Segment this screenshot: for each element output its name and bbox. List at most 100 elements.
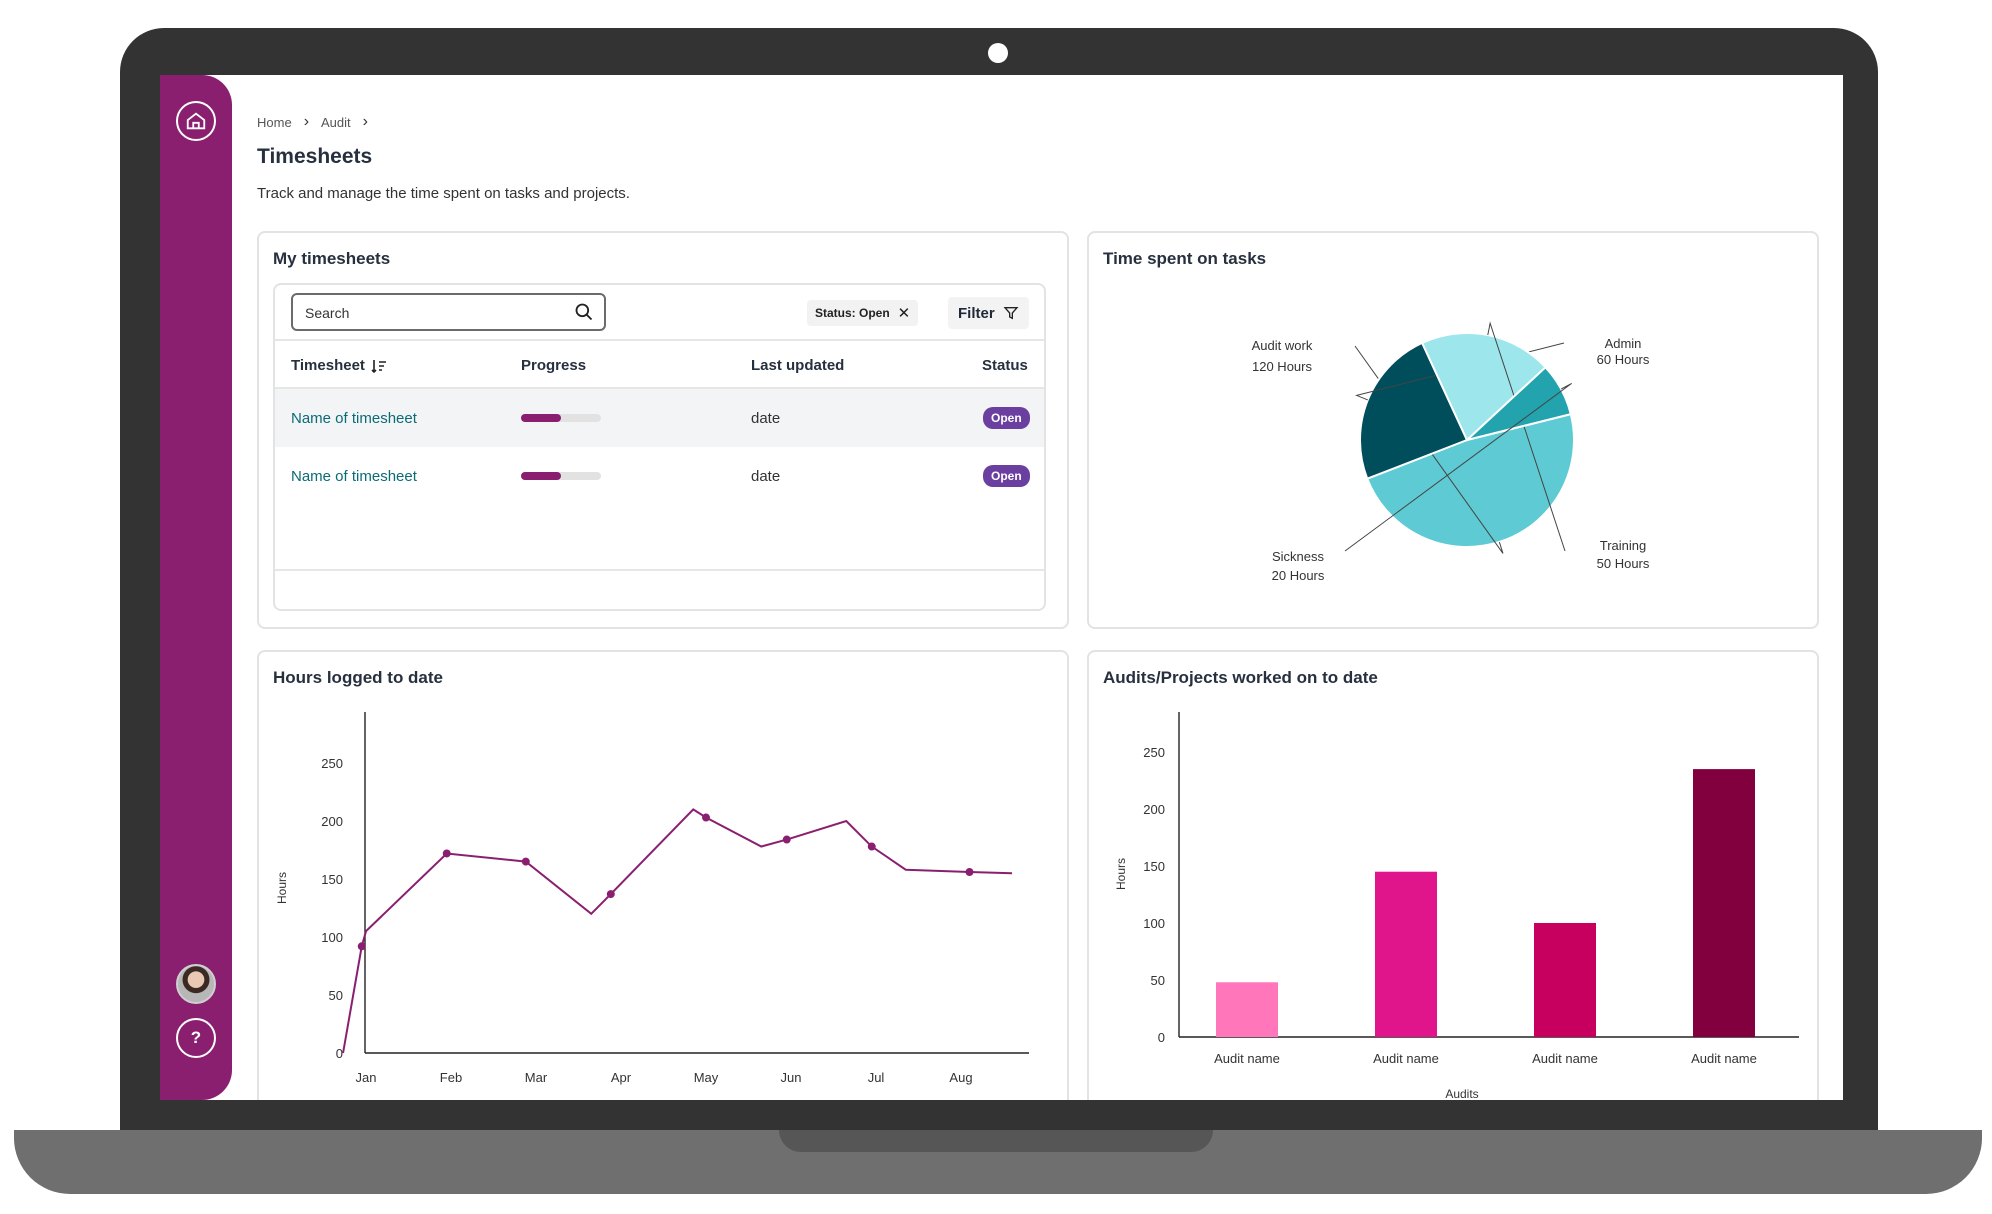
x-tick-label: Audit name	[1373, 1051, 1439, 1066]
pie-value-label: 120 Hours	[1252, 359, 1312, 374]
filter-icon	[1003, 307, 1019, 320]
pie-slice	[1466, 365, 1573, 441]
y-tick-label: 50	[329, 988, 343, 1003]
card-title: Hours logged to date	[273, 668, 443, 687]
pie-label: Sickness	[1272, 549, 1325, 564]
search-box	[291, 293, 606, 331]
card-title: Audits/Projects worked on to date	[1103, 668, 1378, 687]
pie-leader-line	[1344, 382, 1572, 552]
pie-value-label: 20 Hours	[1272, 568, 1325, 583]
bar	[1534, 923, 1596, 1037]
bar-chart: 0 50 100 150 200 250 Audit name Audit name Audit…	[1114, 712, 1799, 1100]
help-button[interactable]: ?	[176, 1018, 216, 1058]
x-axis-label: Months	[664, 1099, 703, 1100]
avatar[interactable]	[176, 964, 216, 1004]
data-point	[782, 835, 791, 844]
card-title: My timesheets	[273, 249, 391, 268]
card-title: Time spent on tasks	[1103, 249, 1267, 268]
y-tick-label: 0	[1158, 1030, 1165, 1045]
hours-logged-card: Hours logged to date 0 50 100 150 200 250 Jan F…	[257, 650, 1069, 1100]
camera-dot	[988, 43, 1008, 63]
column-header-label: Timesheet	[291, 357, 365, 374]
table-row[interactable]: Name of timesheet date Open	[275, 389, 1044, 447]
series-line	[342, 808, 1013, 1054]
filter-label: Filter	[958, 304, 995, 322]
x-tick-label: Jun	[781, 1070, 802, 1085]
x-tick-label: Mar	[525, 1070, 548, 1085]
time-spent-card: Time spent on tasks Audit work 120 Hours A…	[1087, 231, 1819, 629]
x-tick-label: Jul	[868, 1070, 885, 1085]
home-icon	[186, 112, 206, 130]
pie-label: Audit work	[1252, 338, 1313, 353]
y-tick-label: 150	[321, 872, 343, 887]
filter-button[interactable]: Filter	[948, 297, 1029, 329]
x-tick-label: May	[694, 1070, 719, 1085]
bar	[1216, 982, 1278, 1037]
y-axis-label: Hours	[275, 872, 289, 904]
y-tick-label: 0	[336, 1046, 343, 1061]
filter-chip-label: Status: Open	[815, 306, 890, 320]
pie-value-label: 60 Hours	[1597, 352, 1650, 367]
chevron-right-icon: ›	[362, 113, 368, 130]
pie-label: Admin	[1605, 336, 1642, 351]
sidebar: ?	[160, 75, 232, 1100]
pie-slice	[1359, 341, 1469, 480]
app-screen: ? Home › Audit › Timesheets Track and ma…	[160, 75, 1843, 1100]
y-tick-label: 250	[1143, 745, 1165, 760]
x-tick-label: Audit name	[1214, 1051, 1280, 1066]
divider	[275, 387, 1044, 389]
data-point	[702, 813, 710, 822]
pie-value-label: 50 Hours	[1597, 556, 1650, 571]
breadcrumb-home[interactable]: Home	[257, 114, 292, 130]
search-icon[interactable]	[574, 302, 594, 322]
column-header-timesheet[interactable]: Timesheet	[291, 357, 387, 374]
close-icon[interactable]: ✕	[897, 305, 911, 322]
last-updated: date	[751, 410, 781, 427]
column-header-status: Status	[982, 357, 1028, 374]
search-input[interactable]	[303, 304, 567, 322]
y-tick-label: 200	[1143, 802, 1165, 817]
timesheet-link[interactable]: Name of timesheet	[291, 410, 417, 427]
help-icon: ?	[190, 1028, 202, 1047]
y-axis-label: Hours	[1114, 858, 1128, 890]
bar	[1693, 769, 1755, 1037]
data-point	[357, 942, 366, 951]
x-tick-label: Apr	[611, 1070, 632, 1085]
audits-card: Audits/Projects worked on to date 0 50 100…	[1087, 650, 1819, 1100]
data-point	[965, 868, 974, 877]
laptop-trackpad-notch	[779, 1130, 1213, 1152]
x-axis-label: Audits	[1445, 1087, 1478, 1100]
pie-label: Training	[1600, 538, 1646, 553]
y-tick-label: 200	[321, 814, 343, 829]
last-updated: date	[751, 468, 781, 485]
bar	[1375, 871, 1437, 1037]
breadcrumb-audit[interactable]: Audit	[321, 114, 351, 130]
timesheets-table: Status: Open ✕ Filter Timesheet Progress…	[273, 283, 1046, 611]
y-tick-label: 100	[321, 930, 343, 945]
status-filter-chip: Status: Open ✕	[807, 300, 919, 326]
divider	[275, 339, 1044, 341]
status-badge: Open	[983, 465, 1030, 487]
data-point	[606, 890, 615, 899]
pie-leader-line	[1487, 321, 1566, 552]
timesheet-link[interactable]: Name of timesheet	[291, 468, 417, 485]
data-point	[867, 842, 876, 851]
x-tick-label: Jan	[356, 1070, 377, 1085]
x-tick-label: Aug	[949, 1070, 972, 1085]
sort-icon[interactable]	[371, 359, 387, 373]
table-footer-divider	[275, 569, 1044, 571]
x-tick-label: Audit name	[1691, 1051, 1757, 1066]
table-row[interactable]: Name of timesheet date Open	[275, 447, 1044, 505]
data-point	[442, 849, 451, 858]
y-tick-label: 50	[1151, 973, 1165, 988]
line-chart: 0 50 100 150 200 250 Jan Feb Mar Apr May Jun Jul Aug H…	[275, 712, 1029, 1100]
y-tick-label: 250	[321, 756, 343, 771]
page-subtitle: Track and manage the time spent on tasks…	[257, 185, 630, 202]
y-tick-label: 100	[1143, 916, 1165, 931]
x-tick-label: Feb	[440, 1070, 462, 1085]
progress-fill	[521, 414, 561, 422]
progress-bar	[521, 414, 601, 422]
home-button[interactable]	[176, 101, 216, 141]
progress-fill	[521, 472, 561, 480]
